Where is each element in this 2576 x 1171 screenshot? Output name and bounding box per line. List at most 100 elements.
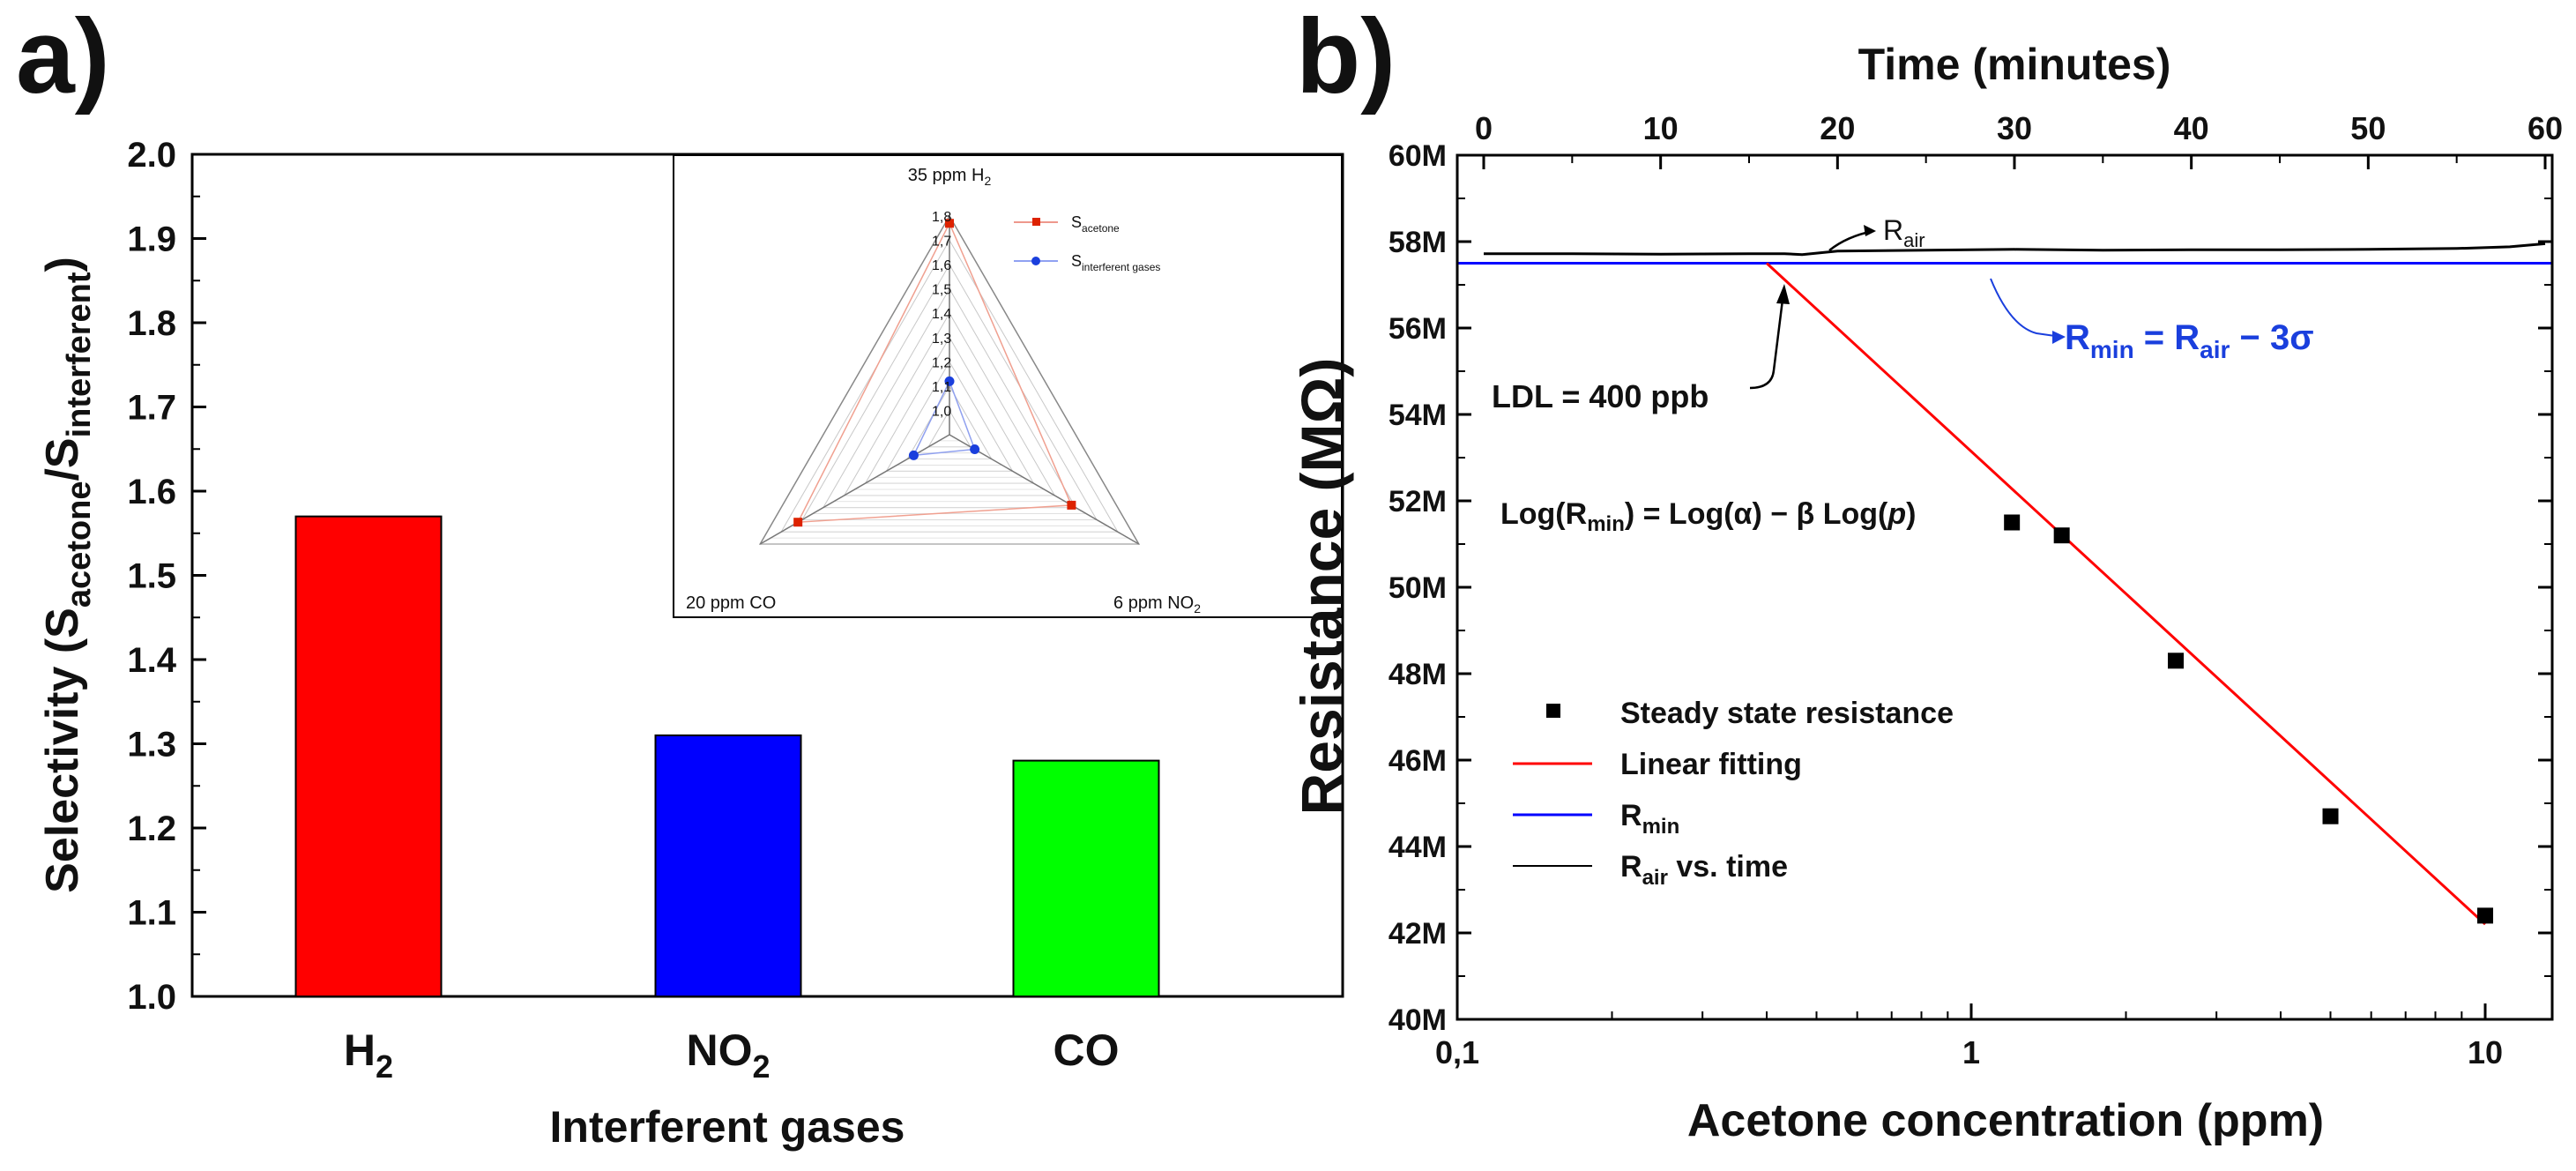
- y-label-sub2: interferent: [61, 272, 98, 437]
- y-tick-label: 1.5: [127, 557, 176, 596]
- panel-b-legend: Steady state resistance Linear fitting R…: [1513, 697, 1954, 890]
- bar-no: [654, 734, 802, 997]
- y-tick-label: 42M: [1389, 917, 1447, 951]
- radar-point-interferent: [908, 450, 919, 460]
- radar-r-tick: 1,3: [932, 332, 951, 347]
- panel-a: a) 1.0 1.1 1.2 1.3 1.4 1.5 1.6 1.7 1.8 1.9 2.0 H2 N…: [16, 0, 1344, 1152]
- panel-b-x-tick-labels: 0,1 1 10: [1435, 1034, 2503, 1070]
- legend-marker-acetone: [1032, 218, 1040, 226]
- panel-b-top-axis-label: Time (minutes): [1858, 40, 2171, 89]
- rair-label: Rair: [1883, 214, 1925, 251]
- steady-state-point: [2322, 808, 2339, 824]
- legend-label-acetone: Sacetone: [1071, 213, 1120, 235]
- panel-a-x-axis-label: Interferent gases: [550, 1102, 905, 1152]
- x-tick-label: CO: [1053, 1026, 1120, 1075]
- top-tick-label: 20: [1820, 110, 1855, 146]
- radar-series-outline: [912, 379, 976, 457]
- rair-arrowhead: [1864, 225, 1876, 236]
- y-tick-label: 60M: [1389, 139, 1447, 173]
- panel-a-y-axis-label: Selectivity (Sacetone/Sinterferent): [37, 257, 98, 893]
- y-tick-label: 1.2: [127, 809, 176, 848]
- radar-spoke: [949, 434, 1140, 545]
- y-tick-label: 48M: [1389, 658, 1447, 691]
- radar-r-tick: 1,6: [932, 258, 951, 273]
- x-tick-label: 1: [1962, 1034, 1980, 1070]
- y-tick-label: 52M: [1389, 485, 1447, 518]
- panel-b-frame: [1456, 153, 2554, 1021]
- bar-h: [294, 515, 443, 997]
- y-tick-label: 1.9: [127, 220, 176, 259]
- radar-radial-tick-labels: 1,0 1,1 1,2 1,3 1,4 1,5 1,6 1,7 1,8: [932, 210, 951, 419]
- steady-state-point: [2168, 653, 2185, 669]
- radar-grid: [758, 214, 1141, 545]
- steady-state-point: [2004, 514, 2021, 531]
- y-tick-label: 40M: [1389, 1003, 1447, 1037]
- y-tick-label: 1.1: [127, 894, 176, 933]
- y-tick-label: 1.4: [127, 641, 176, 680]
- y-tick-label: 2.0: [127, 136, 176, 175]
- ldl-arrow: [1749, 299, 1784, 390]
- panel-a-y-tick-labels: 1.0 1.1 1.2 1.3 1.4 1.5 1.6 1.7 1.8 1.9 2.0: [127, 136, 176, 1017]
- radar-point-interferent: [944, 376, 955, 386]
- y-tick-label: 1.6: [127, 473, 176, 511]
- x-tick-label: 0,1: [1435, 1034, 1479, 1070]
- y-tick-label: 44M: [1389, 831, 1447, 864]
- legend-label-rmin: Rmin: [1620, 799, 1679, 839]
- radar-r-tick: 1,5: [932, 283, 951, 298]
- radar-point-acetone: [793, 518, 803, 527]
- y-tick-label: 1.7: [127, 389, 176, 428]
- radar-axis-label-no2: 6 ppm NO2: [1113, 593, 1201, 615]
- top-tick-label: 10: [1643, 110, 1679, 146]
- radar-r-tick: 1,4: [932, 307, 951, 322]
- panel-a-letter: a): [16, 0, 110, 116]
- legend-marker-interferent: [1031, 257, 1040, 265]
- steady-state-point: [2053, 527, 2070, 544]
- y-tick-label: 56M: [1389, 312, 1447, 346]
- inset-radar: 1,0 1,1 1,2 1,3 1,4 1,5 1,6 1,7 1,8 35 ppm H2 6 …: [673, 154, 1343, 618]
- y-tick-label: 54M: [1389, 399, 1447, 432]
- y-tick-label: 1.8: [127, 304, 176, 343]
- y-label-mid: /S: [37, 437, 88, 481]
- panel-a-x-tick-labels: H2 NO2 CO: [344, 1026, 1120, 1085]
- rmin-equation: Rmin = Rair − 3σ: [2065, 318, 2314, 363]
- ldl-arrowhead: [1776, 284, 1790, 304]
- radar-r-tick: 1,8: [932, 210, 951, 225]
- steady-state-point: [2477, 907, 2494, 924]
- x-tick-label: 10: [2468, 1034, 2503, 1070]
- radar-axis-label-h2: 35 ppm H2: [908, 166, 992, 188]
- panel-b-x-axis-label: Acetone concentration (ppm): [1687, 1095, 2324, 1146]
- panel-a-bars: [294, 515, 1160, 997]
- radar-r-tick: 1,7: [932, 235, 951, 250]
- bar-co: [1012, 759, 1160, 997]
- panel-b-top-tick-labels: 0 10 20 30 40 50 60: [1475, 110, 2563, 146]
- panel-b-y-tick-labels: 40M 42M 44M 46M 48M 50M 52M 54M 56M 58M 60M: [1389, 139, 1447, 1037]
- linear-fit-line: [1765, 262, 2487, 926]
- radar-series-outline: [796, 221, 1073, 524]
- rair-time-line: [1484, 242, 2546, 257]
- legend-marker-steady: [1546, 704, 1560, 718]
- radar-r-tick: 1,1: [932, 380, 951, 395]
- radar-r-tick: 1,2: [932, 355, 951, 370]
- top-tick-label: 50: [2350, 110, 2386, 146]
- y-label-pre: Selectivity (S: [37, 608, 88, 893]
- panel-b-ticks: [1456, 153, 2552, 1021]
- annotation-rair: Rair: [1828, 214, 1925, 251]
- y-label-sub1: acetone: [61, 481, 98, 608]
- radar-point-interferent: [970, 444, 980, 455]
- y-label-post: ): [37, 257, 88, 272]
- panel-b: b) Time (minutes) 0 10 20 30 40 50 60 40M 42M 44…: [1289, 0, 2563, 1146]
- radar-point-acetone: [945, 219, 954, 228]
- legend-label-fit: Linear fitting: [1620, 748, 1802, 781]
- x-tick-label: H2: [344, 1026, 393, 1085]
- panel-b-series: [1457, 242, 2552, 926]
- x-tick-label: NO2: [686, 1026, 770, 1085]
- top-tick-label: 40: [2174, 110, 2209, 146]
- rmin-arrow: [1990, 278, 2062, 338]
- legend-label-interferent: Sinterferent gases: [1071, 252, 1160, 273]
- radar-legend: Sacetone Sinterferent gases: [1014, 213, 1160, 273]
- ldl-label: LDL = 400 ppb: [1492, 378, 1709, 414]
- y-tick-label: 1.0: [127, 978, 176, 1017]
- annotation-rmin: Rmin = Rair − 3σ: [1990, 278, 2314, 363]
- top-tick-label: 30: [1997, 110, 2032, 146]
